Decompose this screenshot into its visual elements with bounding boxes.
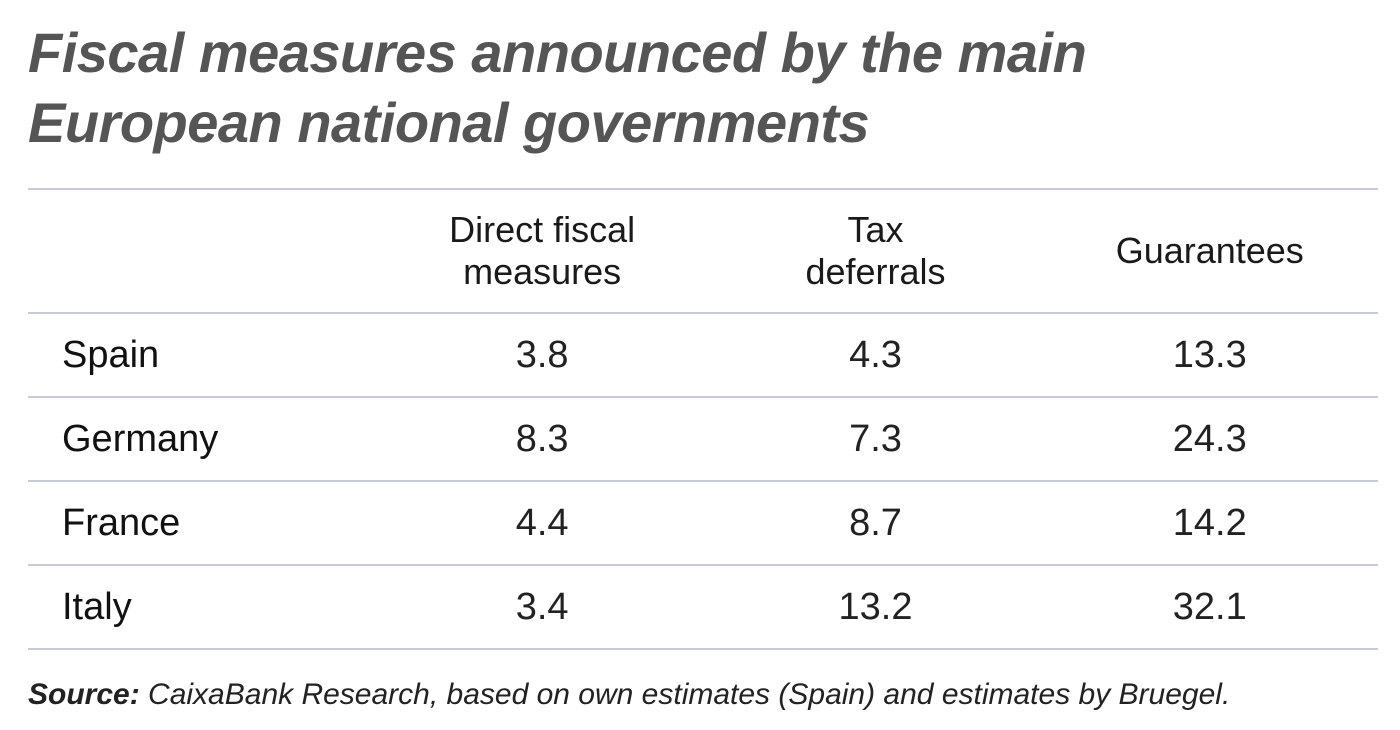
row-label: France <box>28 480 375 565</box>
header-cell: Guarantees <box>1041 188 1378 313</box>
table-row: Italy 3.4 13.2 32.1 <box>28 564 1378 650</box>
table-cell: 32.1 <box>1041 564 1378 650</box>
table-row: France 4.4 8.7 14.2 <box>28 480 1378 565</box>
header-text: Direct fiscal measures <box>449 209 636 292</box>
source-text: CaixaBank Research, based on own estimat… <box>148 678 1231 711</box>
table-cell: 7.3 <box>709 396 1042 481</box>
data-table: Direct fiscal measures Tax deferrals Guara… <box>28 188 1378 650</box>
table-cell: 3.4 <box>374 564 710 650</box>
table-cell: 4.4 <box>374 480 710 565</box>
table-cell: 13.2 <box>709 564 1042 650</box>
header-cell <box>28 188 375 313</box>
header-cell: Tax deferrals <box>709 188 1042 313</box>
header-row: Direct fiscal measures Tax deferrals Guara… <box>28 188 1378 313</box>
table-cell: 14.2 <box>1041 480 1378 565</box>
header-text: Guarantees <box>1115 230 1304 271</box>
source: Source: CaixaBank Research, based on own… <box>28 678 1230 712</box>
header-text: Tax deferrals <box>805 209 946 292</box>
title: Fiscal measures announced by the main Eu… <box>28 18 1087 158</box>
table-cell: 13.3 <box>1041 312 1378 397</box>
row-label: Spain <box>28 312 375 397</box>
title-line: Fiscal measures announced by the main <box>28 21 1087 84</box>
row-label: Italy <box>28 564 375 650</box>
table-cell: 8.3 <box>374 396 710 481</box>
source-label: Source: <box>28 678 140 711</box>
row-label: Germany <box>28 396 375 481</box>
table-cell: 8.7 <box>709 480 1042 565</box>
title-line: European national governments <box>28 91 870 154</box>
table-body: Spain 3.8 4.3 13.3 Germany 8.3 7.3 24.3 France 4.… <box>28 312 1378 650</box>
table-cell: 24.3 <box>1041 396 1378 481</box>
header-cell: Direct fiscal measures <box>374 188 710 313</box>
table-cell: 4.3 <box>709 312 1042 397</box>
table-cell: 3.8 <box>374 312 710 397</box>
table-row: Germany 8.3 7.3 24.3 <box>28 396 1378 481</box>
table-row: Spain 3.8 4.3 13.3 <box>28 312 1378 397</box>
